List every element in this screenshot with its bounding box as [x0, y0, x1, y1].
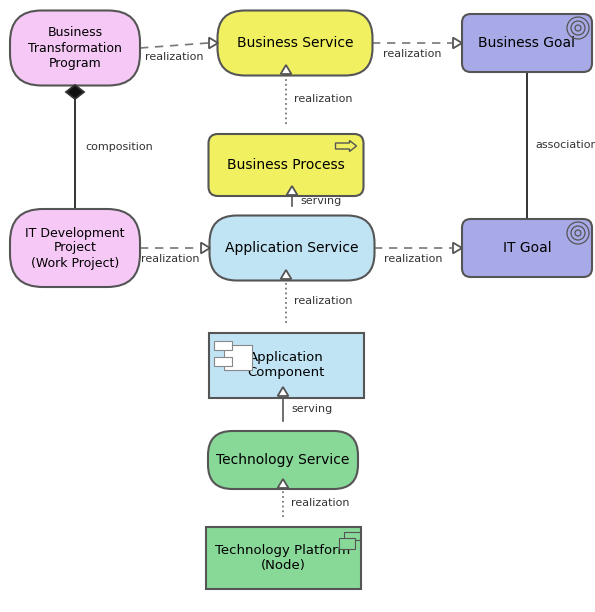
Text: serving: serving	[291, 404, 332, 414]
Text: IT Goal: IT Goal	[503, 241, 552, 255]
FancyBboxPatch shape	[209, 215, 374, 280]
Bar	[339, 537, 355, 548]
FancyBboxPatch shape	[462, 219, 592, 277]
Text: Application Service: Application Service	[226, 241, 359, 255]
Bar	[214, 340, 231, 349]
FancyBboxPatch shape	[218, 10, 372, 75]
Text: composition: composition	[85, 142, 153, 152]
Bar	[214, 357, 231, 365]
Bar	[205, 527, 361, 589]
Text: Technology Platform
(Node): Technology Platform (Node)	[215, 544, 350, 572]
Polygon shape	[281, 270, 292, 279]
Bar	[224, 345, 252, 370]
FancyBboxPatch shape	[10, 10, 140, 86]
Polygon shape	[453, 242, 462, 253]
Polygon shape	[209, 37, 218, 48]
Polygon shape	[201, 242, 210, 253]
Bar	[208, 332, 364, 398]
Polygon shape	[278, 479, 289, 488]
Text: Technology Service: Technology Service	[217, 453, 350, 467]
Text: realization: realization	[291, 498, 349, 508]
Polygon shape	[287, 186, 298, 195]
Text: realization: realization	[294, 94, 352, 105]
Polygon shape	[281, 65, 292, 74]
FancyBboxPatch shape	[208, 431, 358, 489]
Text: realization: realization	[384, 254, 442, 264]
FancyBboxPatch shape	[208, 134, 364, 196]
Text: Business Goal: Business Goal	[478, 36, 575, 50]
Text: realization: realization	[145, 51, 203, 61]
Text: serving: serving	[300, 196, 342, 206]
Text: association: association	[535, 141, 595, 151]
FancyBboxPatch shape	[10, 209, 140, 287]
Bar	[344, 532, 360, 540]
Text: realization: realization	[141, 254, 199, 264]
Text: Business
Transformation
Program: Business Transformation Program	[28, 26, 122, 70]
Polygon shape	[278, 387, 289, 396]
FancyBboxPatch shape	[462, 14, 592, 72]
Polygon shape	[453, 37, 462, 48]
Text: Business Process: Business Process	[227, 158, 345, 172]
Text: Application
Component: Application Component	[248, 351, 325, 379]
Polygon shape	[66, 85, 84, 99]
Text: realization: realization	[383, 49, 441, 59]
Text: IT Development
Project
(Work Project): IT Development Project (Work Project)	[25, 226, 125, 269]
Text: realization: realization	[294, 296, 352, 307]
Text: Business Service: Business Service	[237, 36, 353, 50]
